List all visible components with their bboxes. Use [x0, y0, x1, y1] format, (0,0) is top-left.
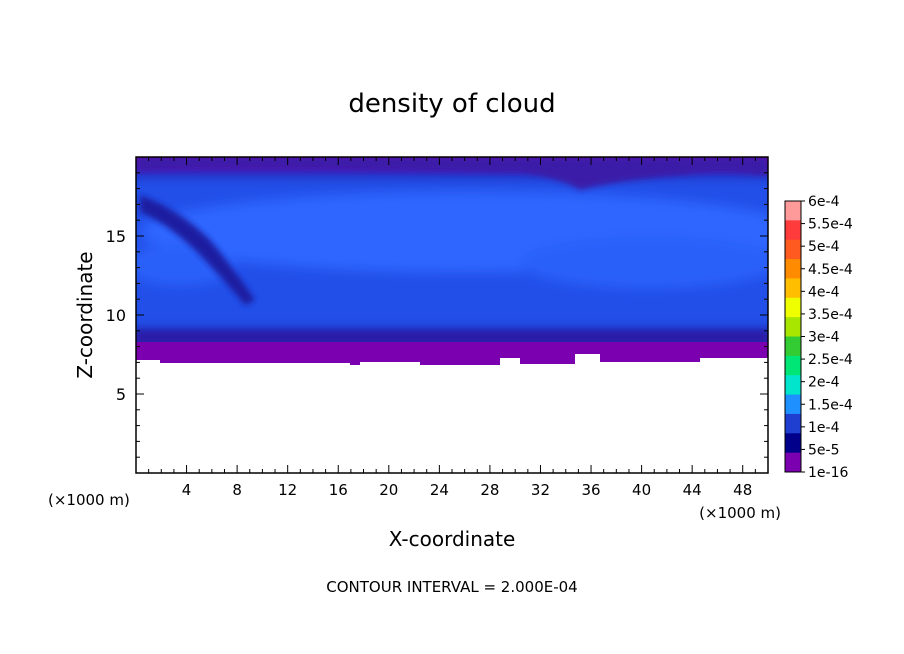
colorbar-segment [785, 259, 801, 279]
colorbar-label: 3.5e-4 [808, 307, 853, 323]
x-axis-label: X-coordinate [389, 527, 516, 551]
colorbar-segment [785, 201, 801, 221]
colorbar-label: 2e-4 [808, 375, 840, 391]
colorbar-segment [785, 336, 801, 357]
x-tick-label: 4 [182, 481, 192, 499]
colorbar-label: 5.5e-4 [808, 217, 853, 233]
colorbar-segment [785, 220, 801, 241]
x-tick-label: 48 [733, 481, 752, 499]
cloud-free-region [136, 354, 768, 473]
x-tick-label: 12 [278, 481, 297, 499]
colorbar-segment [785, 433, 801, 454]
contour-interval-note: CONTOUR INTERVAL = 2.000E-04 [326, 578, 577, 596]
colorbar-label: 4e-4 [808, 284, 840, 300]
x-tick-label: 8 [232, 481, 242, 499]
x-tick-label: 36 [581, 481, 600, 499]
x-tick-label: 44 [683, 481, 702, 499]
colorbar-segment [785, 297, 801, 318]
colorbar-segment [785, 355, 801, 376]
x-unit-right: (×1000 m) [699, 504, 781, 522]
x-tick-label: 28 [480, 481, 499, 499]
colorbar-label: 2.5e-4 [808, 352, 853, 368]
x-unit-left: (×1000 m) [48, 491, 130, 509]
x-tick-label: 24 [430, 481, 449, 499]
colorbar-segment [785, 394, 801, 415]
y-tick-label: 10 [106, 306, 126, 325]
field-lower-dark-band [136, 330, 768, 344]
colorbar-segment [785, 452, 801, 473]
colorbar-label: 4.5e-4 [808, 262, 853, 278]
x-tick-label: 20 [379, 481, 398, 499]
field-top-fringe [136, 157, 768, 190]
chart-title: density of cloud [348, 89, 555, 119]
x-axis-ticks: 4 8 12 16 20 24 28 32 36 40 44 48 [135, 157, 769, 499]
field-dark-streak [140, 195, 255, 305]
y-axis-ticks: 5 10 15 [106, 156, 768, 474]
field-light-blue-patch-right [520, 236, 768, 288]
colorbar-label: 5e-4 [808, 239, 840, 255]
y-axis-label: Z-coordinate [73, 251, 97, 378]
field-base-purple-edge [136, 342, 768, 365]
colorbar-segment [785, 278, 801, 299]
x-tick-label: 32 [531, 481, 550, 499]
colorbar-segment [785, 239, 801, 260]
colorbar-label: 1.5e-4 [808, 397, 853, 413]
colorbar: 6e-4 5.5e-4 5e-4 4.5e-4 4e-4 3.5e-4 3e-4 2.5e-4… [784, 194, 853, 481]
colorbar-label: 1e-16 [808, 465, 848, 481]
colorbar-segment [785, 413, 801, 434]
colorbar-label: 3e-4 [808, 330, 840, 346]
colorbar-label: 6e-4 [808, 194, 840, 210]
colorbar-segment [785, 317, 801, 337]
cloud-density-field [136, 157, 768, 473]
x-tick-label: 40 [632, 481, 651, 499]
colorbar-segment [785, 375, 801, 396]
x-tick-label: 16 [329, 481, 348, 499]
y-tick-label: 5 [116, 385, 126, 404]
colorbar-label: 5e-5 [808, 442, 839, 458]
y-tick-label: 15 [106, 227, 126, 246]
colorbar-label: 1e-4 [808, 420, 840, 436]
